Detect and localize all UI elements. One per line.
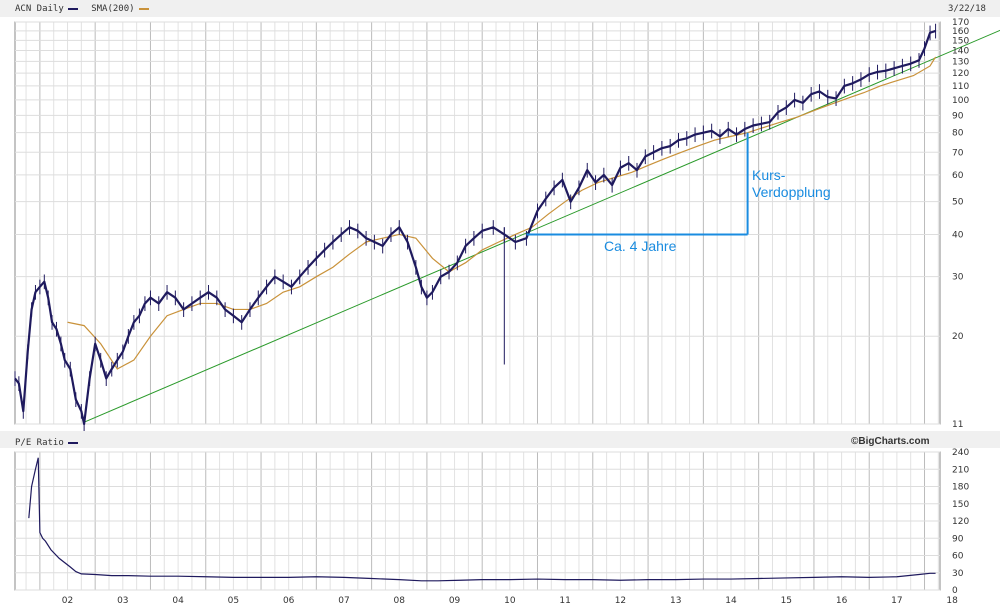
pe-y-tick-label: 0: [952, 586, 958, 596]
annotation-lines: [526, 132, 749, 236]
pe-y-tick-label: 210: [952, 465, 969, 475]
pe-y-tick-label: 120: [952, 517, 969, 527]
price-y-tick-label: 80: [952, 129, 964, 139]
price-y-tick-label: 150: [952, 36, 969, 46]
x-tick-label: 06: [283, 596, 295, 606]
x-tick-label: 10: [504, 596, 516, 606]
legend-sma-swatch: [138, 7, 149, 10]
price-y-tick-label: 100: [952, 96, 969, 106]
sma-series-line: [67, 56, 937, 370]
doubling-label-line2: Verdopplung: [752, 184, 831, 200]
pe-y-tick-label: 240: [952, 448, 969, 458]
x-tick-label: 11: [559, 596, 570, 606]
price-y-tick-label: 120: [952, 69, 969, 79]
x-tick-label: 03: [117, 596, 128, 606]
x-tick-label: 08: [394, 596, 406, 606]
x-tick-label: 05: [228, 596, 239, 606]
price-y-tick-label: 60: [952, 171, 964, 181]
price-y-tick-label: 140: [952, 47, 969, 57]
price-y-tick-label: 40: [952, 230, 964, 240]
x-tick-label: 04: [172, 596, 184, 606]
doubling-label: Kurs- Verdopplung: [752, 167, 831, 201]
price-y-tick-label: 110: [952, 82, 969, 92]
x-tick-label: 14: [725, 596, 737, 606]
bigcharts-credit: ©BigCharts.com: [851, 436, 930, 447]
pe-legend-label: P/E Ratio: [15, 438, 64, 448]
pe-y-axis: 240 210 180 150 120 90 60 30 0: [952, 448, 969, 596]
legend-ticker-label: ACN Daily: [15, 4, 64, 14]
price-y-tick-label: 30: [952, 273, 964, 283]
pe-y-tick-label: 90: [952, 534, 964, 544]
pe-header-band: [0, 431, 1000, 448]
x-tick-label: 02: [62, 596, 73, 606]
price-y-tick-label: 20: [952, 332, 964, 342]
x-tick-label: 07: [338, 596, 349, 606]
pe-series-line: [28, 457, 936, 582]
price-series-line: [14, 29, 936, 426]
x-tick-label: 17: [891, 596, 902, 606]
x-axis: 02 03 04 05 06 07 08 09 10 11 12 13 14 15 16 17 18: [62, 596, 958, 606]
pe-panel-series: [28, 457, 936, 582]
x-tick-label: 09: [449, 596, 461, 606]
doubling-label-line1: Kurs-: [752, 167, 786, 183]
price-y-tick-label: 11: [952, 420, 963, 430]
price-panel-frame: [14, 21, 941, 425]
pe-legend-swatch: [67, 441, 78, 444]
x-tick-label: 18: [946, 596, 958, 606]
chart-legend: ACN Daily SMA(200): [15, 3, 149, 15]
legend-ticker-swatch: [67, 7, 78, 10]
pe-panel-grid: [0, 431, 1000, 591]
chart-date: 3/22/18: [948, 4, 986, 14]
price-y-tick-label: 170: [952, 18, 969, 28]
x-tick-label: 16: [836, 596, 848, 606]
pe-y-tick-label: 180: [952, 483, 969, 493]
price-y-tick-label: 50: [952, 198, 964, 208]
price-panel-series: [14, 23, 1000, 432]
x-tick-label: 15: [781, 596, 792, 606]
years-label: Ca. 4 Jahre: [604, 238, 677, 254]
x-tick-label: 12: [615, 596, 626, 606]
price-header-band: [0, 0, 1000, 17]
trendline: [82, 29, 1000, 424]
price-y-tick-label: 160: [952, 27, 969, 37]
pe-legend: P/E Ratio: [15, 437, 78, 449]
price-panel-grid: [0, 0, 1000, 425]
price-y-tick-label: 90: [952, 111, 964, 121]
price-y-tick-label: 70: [952, 148, 964, 158]
pe-y-tick-label: 150: [952, 500, 969, 510]
x-tick-label: 13: [670, 596, 681, 606]
legend-sma-label: SMA(200): [91, 4, 135, 14]
pe-y-tick-label: 30: [952, 569, 964, 579]
pe-y-tick-label: 60: [952, 552, 964, 562]
price-y-tick-label: 130: [952, 57, 969, 67]
